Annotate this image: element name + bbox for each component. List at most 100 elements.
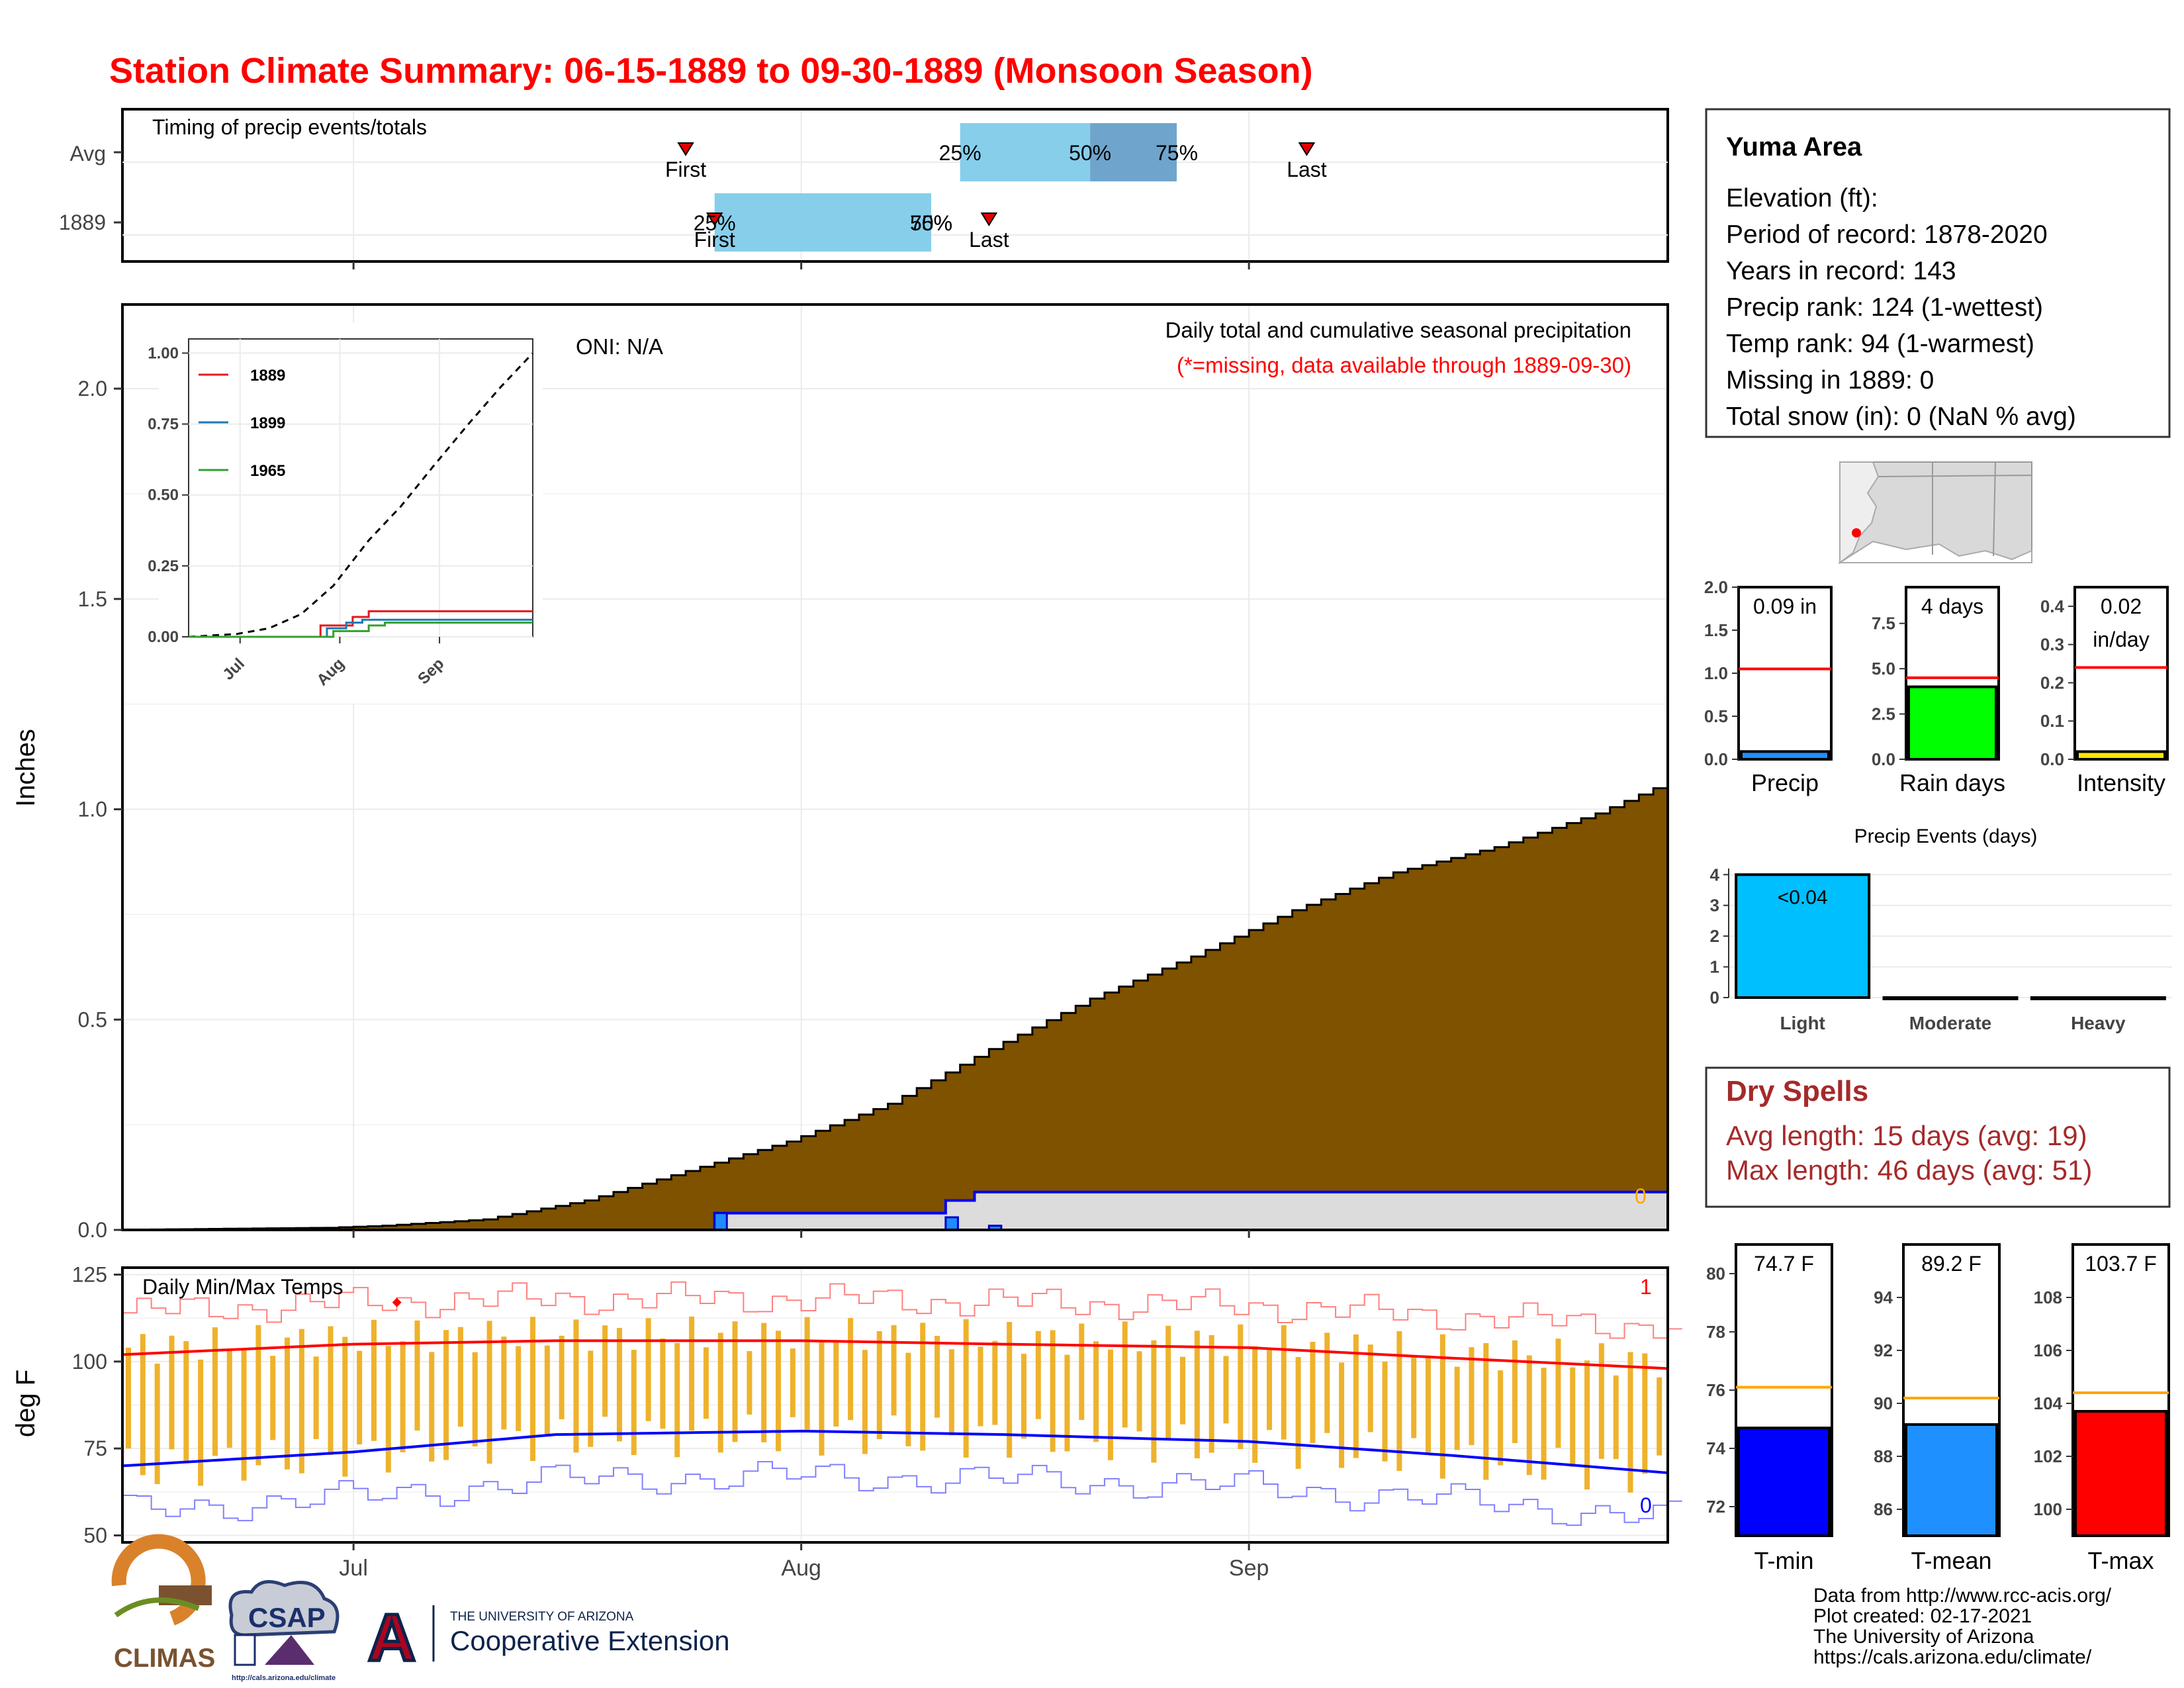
daily-temp-bar xyxy=(1498,1370,1504,1466)
daily-temp-bar xyxy=(747,1351,752,1415)
precip-ytick-label: 0.5 xyxy=(78,1008,107,1031)
events-category-label: Moderate xyxy=(1909,1013,1991,1033)
ua-logo: A THE UNIVERSITY OF ARIZONA Cooperative … xyxy=(363,1599,730,1677)
ua-logo-mark: A xyxy=(368,1601,416,1675)
daily-temp-bar xyxy=(1555,1338,1561,1448)
daily-temp-bar xyxy=(992,1340,998,1425)
daily-temp-bar xyxy=(1151,1340,1157,1463)
daily-temp-bar xyxy=(357,1350,363,1445)
station-info-line: Precip rank: 124 (1-wettest) xyxy=(1726,293,2043,322)
small-chart-ytick-label: 7.5 xyxy=(1872,614,1895,633)
daily-temp-bar xyxy=(1021,1354,1026,1439)
events-ytick-label: 3 xyxy=(1710,896,1719,915)
small-chart-ytick-label: 86 xyxy=(1874,1499,1893,1519)
daily-temp-bar xyxy=(934,1336,940,1418)
precip-ytick-label: 1.5 xyxy=(78,587,107,611)
small-chart-ytick-label: 0.3 xyxy=(2040,635,2064,655)
small-chart-ytick-label: 108 xyxy=(2034,1288,2062,1307)
daily-temp-bar xyxy=(516,1346,522,1431)
csap-logo-text: CSAP xyxy=(248,1602,326,1633)
station-info-box: Yuma Area Elevation (ft): Period of recor… xyxy=(1705,108,2171,438)
events-bar-moderate xyxy=(1882,996,2019,1000)
daily-temp-bar xyxy=(1007,1322,1013,1458)
small-chart-value-label: 103.7 F xyxy=(2085,1252,2157,1276)
daily-temp-bar xyxy=(689,1316,695,1431)
daily-temp-bar xyxy=(963,1319,969,1458)
small-chart-bar xyxy=(1737,1427,1831,1537)
timing-marker-first xyxy=(705,212,723,226)
small-chart-ytick-label: 102 xyxy=(2034,1446,2062,1466)
timing-row-year: 1889 xyxy=(59,211,106,234)
temp-record-high-label: 1 xyxy=(1640,1275,1652,1299)
daily-temp-bar xyxy=(602,1325,608,1417)
temp-ytick-label: 125 xyxy=(72,1263,107,1287)
small-chart-tmin_bar: 72 74 76 78 80 74.7 F T-min xyxy=(1706,1243,1833,1574)
daily-temp-bar xyxy=(443,1330,449,1460)
small-chart-ytick-label: 74 xyxy=(1706,1438,1725,1458)
daily-temp-bar xyxy=(948,1349,954,1436)
daily-temp-bar xyxy=(1194,1331,1200,1459)
station-location-marker xyxy=(1852,528,1861,538)
inset-legend-label: 1965 xyxy=(250,462,285,480)
daily-temp-bar xyxy=(1411,1357,1417,1438)
daily-temp-bar xyxy=(660,1338,666,1429)
daily-temp-bar xyxy=(1295,1356,1301,1469)
daily-temp-bar xyxy=(1238,1324,1244,1450)
daily-temp-bar xyxy=(328,1326,334,1456)
small-chart-ytick-label: 0.4 xyxy=(2040,596,2065,616)
small-chart-label: T-min xyxy=(1754,1547,1814,1574)
daily-temp-bar xyxy=(472,1352,478,1447)
small-chart-ytick-label: 2.5 xyxy=(1872,704,1895,724)
daily-temp-bar xyxy=(313,1356,319,1439)
timing-title: Timing of precip events/totals xyxy=(152,115,427,139)
climas-logo-text: CLIMAS xyxy=(114,1644,215,1673)
daily-temp-bar xyxy=(140,1334,146,1476)
small-chart-ytick-label: 1.0 xyxy=(1704,663,1728,683)
events-title: Precip Events (days) xyxy=(1854,825,2038,847)
daily-temp-bar xyxy=(631,1350,637,1456)
events-bar-label: <0.04 xyxy=(1778,886,1828,908)
inset-series-line-1899 xyxy=(189,618,533,638)
daily-temp-bar xyxy=(1035,1331,1041,1419)
daily-temp-bar xyxy=(1353,1334,1359,1458)
timing-label-last: Last xyxy=(1287,158,1327,181)
small-chart-ytick-label: 78 xyxy=(1706,1322,1725,1342)
daily-temp-bar xyxy=(862,1350,868,1454)
record-high-line xyxy=(122,1281,1682,1339)
daily-temp-bar xyxy=(761,1323,767,1442)
small-chart-bar xyxy=(1740,750,1830,761)
small-chart-ytick-label: 2.0 xyxy=(1704,577,1728,597)
daily-temp-bar xyxy=(226,1349,232,1448)
inset-ytick-label: 0.00 xyxy=(148,628,179,646)
daily-temp-bar xyxy=(645,1318,651,1421)
daily-temp-bar xyxy=(1136,1351,1142,1432)
daily-temp-bar xyxy=(1064,1354,1070,1452)
timing-label-p75: 75% xyxy=(910,211,952,235)
temp-xtick-label: Jul xyxy=(339,1556,367,1581)
daily-temp-bar xyxy=(1079,1323,1085,1421)
small-chart-ytick-label: 76 xyxy=(1706,1380,1725,1400)
timing-band-upper xyxy=(1090,123,1177,181)
daily-temp-bar xyxy=(717,1333,723,1453)
daily-temp-bar xyxy=(501,1336,507,1430)
daily-temp-bar xyxy=(1454,1366,1460,1450)
inset-avg-dashed-line xyxy=(188,352,534,638)
temp-title: Daily Min/Max Temps xyxy=(142,1275,343,1299)
daily-temp-bar xyxy=(298,1329,304,1474)
precip-ytick-label: 1.0 xyxy=(78,798,107,821)
daily-temp-bar xyxy=(270,1356,276,1440)
daily-temp-bar xyxy=(1266,1350,1272,1430)
timing-marker-last xyxy=(980,212,998,226)
timing-row-avg: Avg xyxy=(69,142,106,165)
climas-logo: CLIMAS xyxy=(111,1534,215,1673)
small-chart-tmax_bar: 100 102 104 106 108 103.7 F T-max xyxy=(2034,1243,2170,1574)
station-info-line: Missing in 1889: 0 xyxy=(1726,366,1934,395)
timing-label-p25: 25% xyxy=(694,211,736,235)
daily-temp-bar xyxy=(1208,1335,1214,1453)
daily-temp-bar xyxy=(414,1320,420,1431)
daily-temp-bar xyxy=(1107,1349,1113,1460)
inset-legend-label: 1889 xyxy=(250,367,285,385)
timing-label-p50: 50% xyxy=(910,211,952,235)
daily-temp-bar xyxy=(1382,1361,1388,1462)
daily-temp-bar xyxy=(1584,1360,1590,1490)
